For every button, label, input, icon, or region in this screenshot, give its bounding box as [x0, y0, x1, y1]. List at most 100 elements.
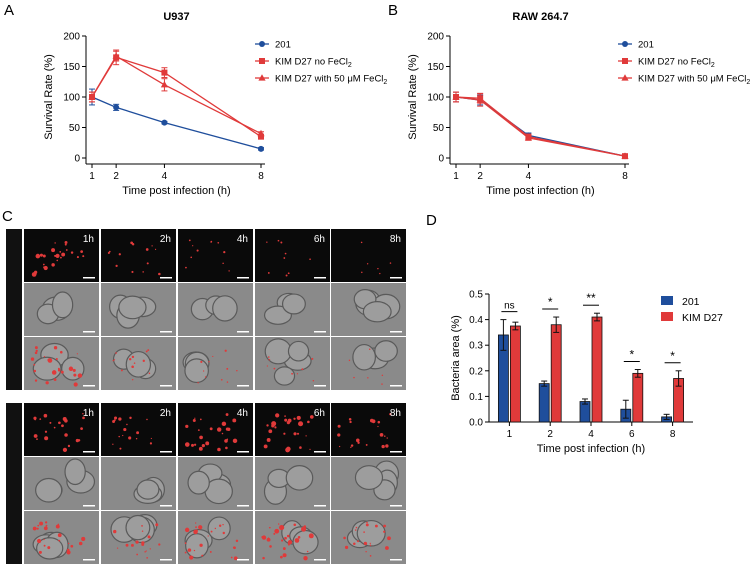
bacteria-signal [379, 432, 384, 437]
time-label: 1h [83, 234, 94, 245]
bacteria-signal [284, 418, 288, 422]
y-tick-label: 50 [433, 123, 445, 134]
panel-label-a: A [4, 2, 14, 19]
bacteria-signal [269, 545, 272, 548]
bacteria-signal [34, 272, 37, 275]
bacteria-signal [64, 243, 67, 246]
bacteria-signal [155, 523, 159, 527]
scale-bar [390, 505, 402, 507]
series-line [91, 96, 262, 150]
bacteria-signal [43, 526, 48, 531]
bacteria-signal [36, 527, 39, 530]
x-tick-label: 4 [526, 171, 532, 182]
bacteria-signal [201, 443, 205, 448]
bacteria-signal [389, 262, 392, 264]
bacteria-signal [113, 359, 116, 361]
bacteria-signal [217, 447, 221, 452]
bacteria-signal [369, 542, 371, 544]
bacteria-signal [365, 523, 369, 527]
legend-marker [259, 58, 265, 64]
group-201: 1h 2h 4h 6h 8h [6, 229, 406, 390]
dic-tile [331, 457, 406, 510]
y-tick-label: 100 [427, 93, 444, 104]
bacteria-signal [309, 415, 314, 419]
chart-d-bacteria-area: 0.0 0.1 0.2 0.3 0.4 0.5 1 ns 2 * 4 ** 6 * 8 * Time post … [450, 290, 723, 456]
bacteria-signal [216, 427, 222, 432]
side-label-bar [6, 403, 22, 564]
bacteria-signal [293, 523, 297, 527]
panel-label-c: C [2, 208, 13, 225]
time-label: 8h [390, 408, 401, 419]
scale-bar [160, 385, 172, 387]
side-label-bar [6, 229, 22, 390]
bacteria-signal [53, 346, 58, 350]
scale-bar [83, 385, 95, 387]
bacteria-signal [36, 438, 38, 440]
bacteria-signal [210, 241, 212, 243]
dic-tile [178, 283, 253, 336]
cell [356, 519, 386, 547]
data-point [257, 129, 265, 137]
bacteria-signal [149, 548, 151, 550]
bacteria-signal [262, 556, 265, 560]
bacteria-signal [43, 355, 46, 358]
bacteria-signal [371, 419, 376, 424]
bacteria-signal [80, 427, 83, 430]
bacteria-signal [287, 418, 292, 423]
bacteria-signal [274, 426, 277, 429]
legend-marker [258, 74, 266, 81]
bacteria-signal [62, 447, 68, 452]
x-tick-label: 2 [477, 171, 483, 182]
bacteria-signal [223, 251, 226, 254]
x-tick-label: 6 [629, 429, 635, 440]
bacteria-signal [55, 358, 58, 361]
bacteria-signal [148, 372, 151, 375]
bacteria-signal [381, 444, 385, 449]
bacteria-signal [381, 383, 383, 385]
bacteria-signal [227, 427, 231, 431]
bacteria-signal [64, 240, 68, 244]
bacteria-signal [268, 429, 273, 434]
x-axis-label: Time post infection (h) [486, 185, 594, 197]
scale-bar [314, 331, 326, 333]
cell [118, 295, 147, 320]
time-label: 2h [160, 408, 171, 419]
bacteria-signal [59, 350, 63, 354]
bacteria-signal [285, 274, 288, 277]
bacteria-signal [297, 536, 301, 539]
bacteria-signal [311, 357, 314, 360]
bacteria-signal [233, 546, 236, 550]
time-label: 2h [160, 234, 171, 245]
bacteria-signal [123, 427, 127, 432]
bacteria-signal [287, 540, 293, 545]
scale-bar [314, 505, 326, 507]
chart-b-raw2647: RAW 264.7 0 50 100 150 200 1 2 4 8 Time post infec… [407, 11, 750, 197]
bacteria-signal [309, 258, 311, 260]
bacteria-signal [184, 551, 187, 554]
scale-bar [160, 559, 172, 561]
bacteria-signal [284, 536, 287, 540]
bacteria-signal [220, 378, 223, 381]
bacteria-signal [136, 553, 139, 556]
bacteria-signal [209, 427, 213, 431]
bacteria-signal [30, 357, 35, 361]
scale-bar [390, 559, 402, 561]
scale-bar [160, 277, 172, 279]
bacteria-signal [274, 528, 280, 534]
bacteria-signal [271, 424, 275, 428]
bacteria-signal [57, 367, 60, 370]
bacteria-signal [60, 256, 62, 259]
fluorescence-tile: 1h [24, 229, 99, 282]
bacteria-signal [365, 551, 367, 553]
bacteria-signal [236, 369, 238, 372]
bacteria-signal [34, 379, 38, 382]
bacteria-signal [281, 539, 284, 542]
legend-marker [622, 41, 628, 47]
legend-label: 201 [275, 40, 291, 51]
cell [187, 470, 210, 495]
scale-bar [390, 451, 402, 453]
scale-bar [237, 505, 249, 507]
cell [352, 343, 376, 371]
bacteria-signal [184, 542, 187, 545]
